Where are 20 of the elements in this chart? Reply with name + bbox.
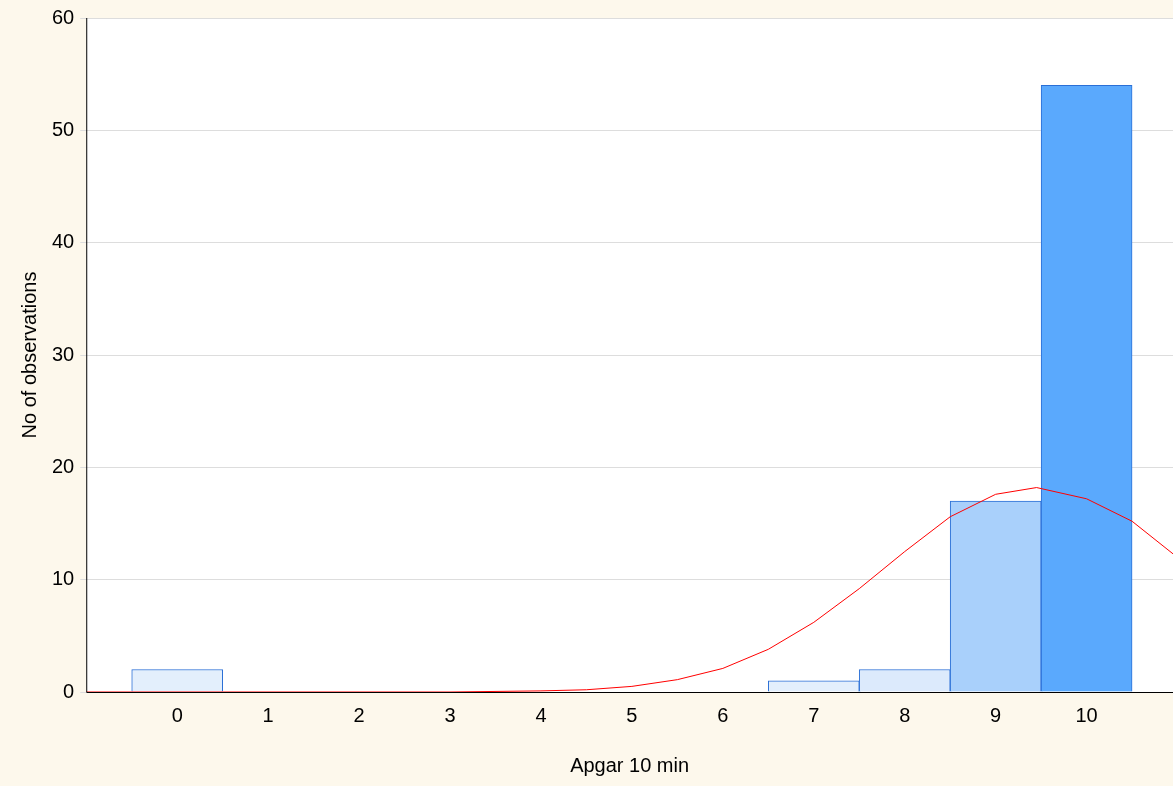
y-tick-label: 40	[52, 230, 75, 253]
x-tick-label: 1	[262, 703, 274, 726]
y-tick-label: 10	[52, 567, 75, 590]
y-tick-label: 50	[52, 117, 75, 140]
x-tick-label: 8	[899, 703, 911, 726]
x-tick-label: 7	[808, 703, 820, 726]
y-tick-label: 20	[52, 454, 75, 477]
x-tick-label: 10	[1075, 703, 1098, 726]
x-tick-label: 4	[535, 703, 547, 726]
x-axis-title: Apgar 10 min	[570, 753, 690, 776]
y-axis-title: No of observations	[17, 271, 40, 439]
x-tick-label: 3	[444, 703, 456, 726]
y-tick-label: 30	[52, 342, 75, 365]
x-tick-label: 6	[717, 703, 729, 726]
x-tick-label: 5	[626, 703, 638, 726]
x-tick-label: 2	[353, 703, 365, 726]
y-tick-label: 0	[63, 679, 75, 702]
x-tick-label: 9	[990, 703, 1002, 726]
x-tick-label: 0	[171, 703, 183, 726]
y-tick-label: 60	[52, 5, 75, 28]
